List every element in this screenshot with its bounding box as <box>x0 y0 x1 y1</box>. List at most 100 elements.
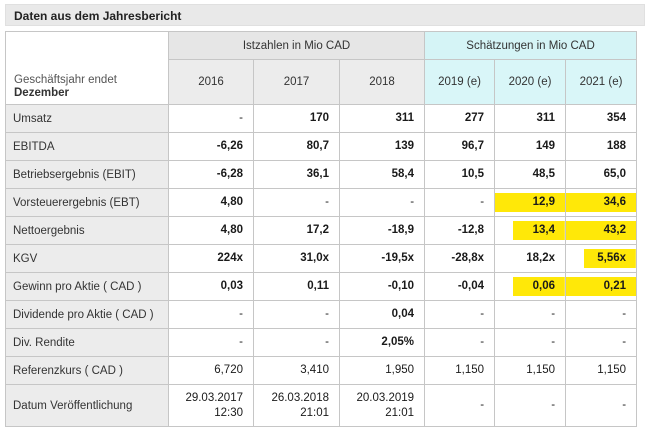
row-label: Umsatz <box>5 104 169 133</box>
cell-value: 6,720 <box>168 356 254 385</box>
table-row: Betriebsergebnis (EBIT) -6,28 36,1 58,4 10,5… <box>5 160 638 189</box>
cell-value: 354 <box>565 104 638 133</box>
cell-value: -6,28 <box>168 160 254 189</box>
column-group-row: Geschäftsjahr endet Dezember Istzahlen i… <box>5 31 638 105</box>
table-row: Referenzkurs ( CAD ) 6,720 3,410 1,950 1,150… <box>5 356 638 385</box>
cell-value: 3,410 <box>253 356 340 385</box>
row-label: Vorsteuerergebnis (EBT) <box>5 188 169 217</box>
cell-value: 1,950 <box>338 356 426 385</box>
cell-value: 170 <box>253 104 340 133</box>
cell-value: 2,05% <box>338 328 426 357</box>
cell-value: -12,8 <box>424 216 496 245</box>
cell-value-highlighted: 5,56x <box>565 244 638 273</box>
table-row: Nettoergebnis 4,80 17,2 -18,9 -12,8 13,4 43,2 <box>5 216 638 245</box>
cell-value: 31,0x <box>253 244 340 273</box>
row-header-cell: Geschäftsjahr endet Dezember <box>5 31 169 105</box>
row-label: Gewinn pro Aktie ( CAD ) <box>5 272 169 301</box>
cell-value: 0,04 <box>338 300 426 329</box>
cell-value: - <box>253 328 340 357</box>
cell-value: -0,10 <box>338 272 426 301</box>
table-row: Dividende pro Aktie ( CAD ) - -0,04- - - <box>5 300 638 329</box>
cell-value: 224x <box>168 244 254 273</box>
table-row: KGV 224x 31,0x -19,5x -28,8x 18,2x 5,56x <box>5 244 638 273</box>
row-header-line1: Geschäftsjahr endet <box>14 74 117 86</box>
cell-value: 0,03 <box>168 272 254 301</box>
column-header-2020e: 2020 (e) <box>494 59 567 105</box>
row-label: Nettoergebnis <box>5 216 169 245</box>
cell-value: -19,5x <box>338 244 426 273</box>
cell-value: - <box>424 300 496 329</box>
cell-value: 139 <box>338 132 426 161</box>
cell-value: - <box>565 384 638 427</box>
cell-value: - <box>565 300 638 329</box>
cell-value-highlighted: 34,6 <box>565 188 638 217</box>
column-group-actuals: Istzahlen in Mio CAD <box>167 31 426 60</box>
cell-value-highlighted: 0,21 <box>565 272 638 301</box>
table-row: EBITDA -6,26 80,7 139 96,7 149 188 <box>5 132 638 161</box>
cell-value: - <box>253 188 340 217</box>
cell-value: 58,4 <box>338 160 426 189</box>
cell-value: 188 <box>565 132 638 161</box>
table-row: Div. Rendite - -2,05% - - - <box>5 328 638 357</box>
row-label: KGV <box>5 244 169 273</box>
cell-value: -28,8x <box>424 244 496 273</box>
cell-value: 0,11 <box>253 272 340 301</box>
table-row: Vorsteuerergebnis (EBT) 4,80- - -12,9 34,6 <box>5 188 638 217</box>
cell-value: 277 <box>424 104 496 133</box>
cell-value: - <box>565 328 638 357</box>
column-header-2016: 2016 <box>168 59 254 105</box>
cell-value: - <box>494 384 567 427</box>
cell-value: - <box>168 104 254 133</box>
column-header-2018: 2018 <box>338 59 426 105</box>
cell-value: 18,2x <box>494 244 567 273</box>
cell-value: - <box>424 188 496 217</box>
cell-value: - <box>494 300 567 329</box>
cell-value: 1,150 <box>565 356 638 385</box>
cell-value: -0,04 <box>424 272 496 301</box>
cell-value: - <box>494 328 567 357</box>
cell-value: 149 <box>494 132 567 161</box>
cell-value: - <box>168 300 254 329</box>
cell-value: - <box>338 188 426 217</box>
page-title-text: Daten aus dem Jahresbericht <box>14 9 182 23</box>
cell-value: 1,150 <box>494 356 567 385</box>
row-label: Betriebsergebnis (EBIT) <box>5 160 169 189</box>
column-header-2021e: 2021 (e) <box>565 59 638 105</box>
row-label: Datum Veröffentlichung <box>5 384 169 427</box>
row-label: Referenzkurs ( CAD ) <box>5 356 169 385</box>
cell-value-highlighted: 12,9 <box>494 188 567 217</box>
column-header-2017: 2017 <box>253 59 340 105</box>
cell-value: - <box>424 328 496 357</box>
cell-value-highlighted: 13,4 <box>494 216 567 245</box>
table-body: Umsatz -170 311 277 311 354 EBITDA -6,26 80,7 139… <box>5 104 638 427</box>
table-row: Gewinn pro Aktie ( CAD ) 0,03 0,11 -0,10 -0,… <box>5 272 638 301</box>
cell-value-highlighted: 43,2 <box>565 216 638 245</box>
cell-value-highlighted: 0,06 <box>494 272 567 301</box>
cell-value: -6,26 <box>168 132 254 161</box>
cell-value: - <box>253 300 340 329</box>
cell-value: - <box>168 328 254 357</box>
table-row: Umsatz -170 311 277 311 354 <box>5 104 638 133</box>
row-label: EBITDA <box>5 132 169 161</box>
cell-value: 29.03.2017 12:30 <box>168 384 254 427</box>
cell-value: 311 <box>338 104 426 133</box>
year-header-row: 2016 2017 2018 2019 (e) 2020 (e) 2021 (e… <box>6 59 638 105</box>
cell-value: 65,0 <box>565 160 638 189</box>
cell-value: 80,7 <box>253 132 340 161</box>
cell-value: -18,9 <box>338 216 426 245</box>
cell-value: 48,5 <box>494 160 567 189</box>
cell-value: 36,1 <box>253 160 340 189</box>
column-header-2019e: 2019 (e) <box>424 59 496 105</box>
cell-value: 17,2 <box>253 216 340 245</box>
cell-value: 4,80 <box>168 188 254 217</box>
cell-value: 20.03.2019 21:01 <box>338 384 426 427</box>
row-label: Dividende pro Aktie ( CAD ) <box>5 300 169 329</box>
table-row: Datum Veröffentlichung 29.03.2017 12:30 26… <box>5 384 638 427</box>
cell-value: 311 <box>494 104 567 133</box>
cell-value: - <box>424 384 496 427</box>
cell-value: 26.03.2018 21:01 <box>253 384 340 427</box>
cell-value: 96,7 <box>424 132 496 161</box>
cell-value: 10,5 <box>424 160 496 189</box>
cell-value: 4,80 <box>168 216 254 245</box>
